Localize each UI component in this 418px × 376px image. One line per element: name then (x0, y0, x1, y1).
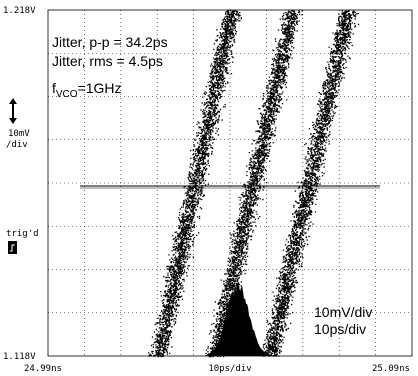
fvco-sub: VCO (56, 89, 78, 100)
scale-label: /div (6, 140, 28, 150)
fvco-value: =1GHz (78, 80, 122, 96)
x-left-label: 24.99ns (24, 364, 62, 374)
y-top-label: 1.218V (3, 6, 36, 16)
scale-label: 10mV (8, 129, 30, 139)
y-bottom-label: 1.118V (3, 352, 36, 362)
x-right-label: 25.09ns (372, 364, 410, 374)
jitter-pp: Jitter, p-p = 34.2ps (52, 34, 168, 50)
page: 1.218V 1.118V 24.99ns 10ps/div 25.09ns 1… (0, 0, 418, 376)
x-center-label: 10ps/div (208, 364, 251, 374)
trigger-label: trig'd (6, 229, 39, 239)
jitter-rms: Jitter, rms = 4.5ps (52, 53, 163, 69)
horizontal-scale: 10ps/div (314, 321, 366, 337)
vertical-scale: 10mV/div (314, 304, 372, 320)
scope-screen: 1.218V 1.118V 24.99ns 10ps/div 25.09ns 1… (0, 0, 418, 376)
